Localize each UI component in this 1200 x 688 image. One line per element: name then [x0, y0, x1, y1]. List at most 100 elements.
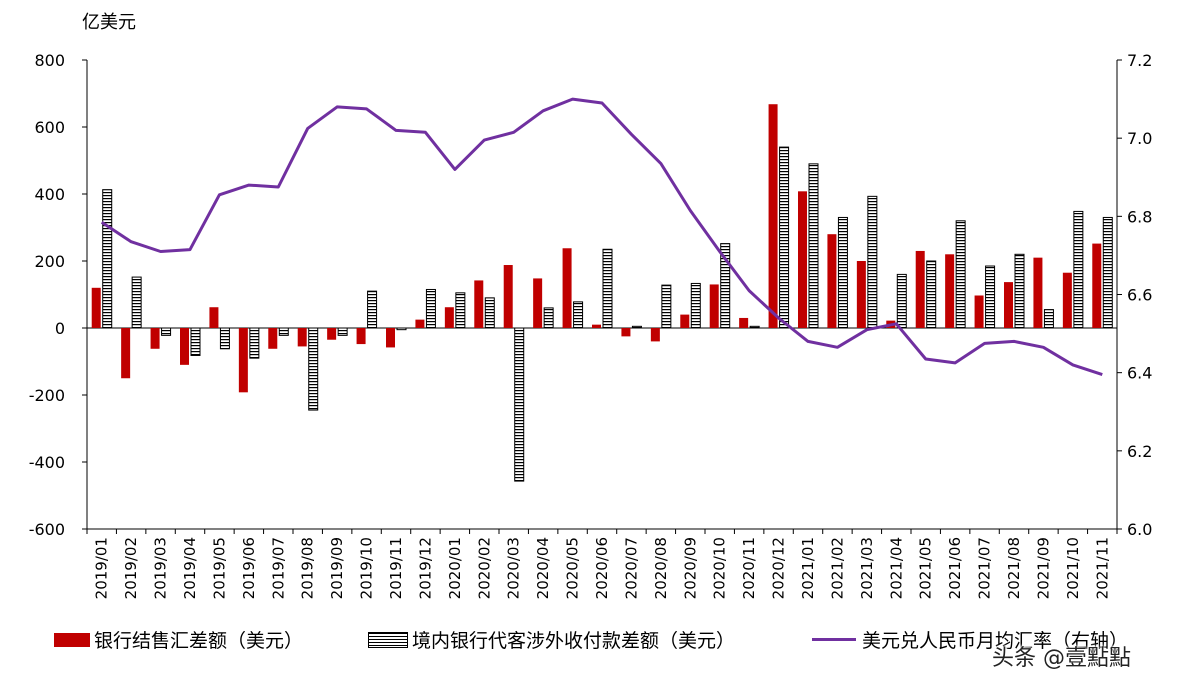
bar-cross-border-receipts-payments-balance [602, 248, 613, 329]
x-axis-tick-label: 2020/12 [770, 537, 788, 599]
x-axis-tick-label: 2021/01 [799, 537, 817, 599]
chart-bars [91, 104, 1113, 482]
left-axis-tick-label: 800 [34, 51, 65, 70]
bar-cross-border-receipts-payments-balance [573, 301, 584, 329]
bar-cross-border-receipts-payments-balance [543, 307, 554, 329]
legend-label-series3: 美元兑人民币月均汇率（右轴） [862, 630, 1129, 652]
x-axis-tick-label: 2019/11 [387, 537, 405, 599]
bar-cross-border-receipts-payments-balance [396, 327, 407, 331]
right-axis-tick-label: 6.6 [1127, 286, 1152, 305]
right-axis-tick-label: 7.0 [1127, 129, 1152, 148]
x-axis-tick-label: 2020/07 [622, 537, 640, 599]
bar-cross-border-receipts-payments-balance [779, 146, 790, 329]
left-axis-tick-label: -200 [29, 386, 65, 405]
x-axis-tick-label: 2020/10 [711, 537, 729, 599]
bar-bank-fx-settlement-balance [709, 284, 719, 328]
legend-swatch-red-bar [54, 632, 90, 647]
chart-line [100, 97, 1103, 377]
bar-cross-border-receipts-payments-balance [896, 273, 907, 329]
bar-cross-border-receipts-payments-balance [1102, 216, 1113, 329]
x-axis-tick-label: 2019/09 [328, 537, 346, 599]
right-axis-tick-label: 6.4 [1127, 364, 1152, 383]
bar-cross-border-receipts-payments-balance [308, 327, 319, 411]
bar-cross-border-receipts-payments-balance [1014, 253, 1025, 329]
legend-label-series1: 银行结售汇差额（美元） [94, 630, 304, 652]
bar-bank-fx-settlement-balance [650, 328, 660, 342]
bar-bank-fx-settlement-balance [1092, 243, 1102, 328]
x-axis-tick-label: 2020/02 [475, 537, 493, 599]
bar-bank-fx-settlement-balance [768, 104, 778, 328]
x-axis-tick-label: 2021/05 [917, 537, 935, 599]
bar-cross-border-receipts-payments-balance [808, 163, 819, 329]
right-axis-tick-label: 7.2 [1127, 51, 1152, 70]
x-axis-tick-label: 2021/02 [828, 537, 846, 599]
bar-cross-border-receipts-payments-balance [484, 297, 495, 329]
bar-bank-fx-settlement-balance [415, 319, 425, 328]
x-axis-tick-label: 2019/03 [152, 537, 170, 599]
bar-bank-fx-settlement-balance [91, 287, 101, 328]
legend-item-series1: 银行结售汇差额（美元） [54, 626, 303, 653]
x-axis-tick-label: 2020/03 [505, 537, 523, 599]
bar-cross-border-receipts-payments-balance [985, 265, 996, 329]
x-axis-tick-label: 2020/05 [564, 537, 582, 599]
bar-cross-border-receipts-payments-balance [926, 260, 937, 329]
bar-bank-fx-settlement-balance [180, 328, 189, 365]
x-axis-tick-label: 2020/08 [652, 537, 670, 599]
chart-tick-labels: -600 -400 -200 0 200 400 600 800 6.0 6.2 6.4 6.6 6.8… [29, 51, 1153, 599]
chart-canvas: -600 -400 -200 0 200 400 600 800 6.0 6.2 6.4 6.6 6.8… [29, 51, 1153, 599]
x-axis-tick-label: 2021/08 [1005, 537, 1023, 599]
bar-cross-border-receipts-payments-balance [749, 325, 760, 329]
legend-label-series2: 境内银行代客涉外收付款差额（美元） [412, 630, 736, 652]
left-axis-tick-label: 200 [34, 252, 65, 271]
x-axis-tick-label: 2020/04 [534, 537, 552, 599]
x-axis-tick-label: 2019/06 [240, 537, 258, 599]
bar-bank-fx-settlement-balance [444, 307, 454, 328]
bar-bank-fx-settlement-balance [621, 328, 631, 337]
bar-cross-border-receipts-payments-balance [1073, 210, 1084, 329]
bar-bank-fx-settlement-balance [562, 248, 572, 328]
bar-bank-fx-settlement-balance [739, 317, 749, 328]
line-usd-cny-monthly-avg-rate [100, 97, 1103, 377]
bar-cross-border-receipts-payments-balance [367, 290, 378, 329]
bar-cross-border-receipts-payments-balance [661, 284, 672, 329]
bar-bank-fx-settlement-balance [945, 254, 955, 328]
bar-bank-fx-settlement-balance [121, 328, 131, 379]
bar-cross-border-receipts-payments-balance [1043, 309, 1054, 329]
bar-bank-fx-settlement-balance [915, 250, 925, 328]
left-axis-tick-label: -400 [29, 453, 65, 472]
bar-cross-border-receipts-payments-balance [278, 327, 289, 336]
bar-cross-border-receipts-payments-balance [837, 216, 848, 329]
bar-cross-border-receipts-payments-balance [337, 327, 348, 336]
bar-bank-fx-settlement-balance [386, 328, 395, 348]
left-axis-tick-label: 0 [55, 319, 65, 338]
bar-cross-border-receipts-payments-balance [190, 327, 201, 356]
bar-cross-border-receipts-payments-balance [161, 327, 172, 336]
x-axis-tick-label: 2020/11 [740, 537, 758, 599]
bar-bank-fx-settlement-balance [827, 234, 837, 328]
bar-bank-fx-settlement-balance [356, 328, 366, 345]
bar-cross-border-receipts-payments-balance [131, 276, 142, 329]
left-axis-tick-label: 600 [34, 118, 65, 137]
legend-swatch-purple-line [812, 638, 856, 641]
chart-axes [82, 59, 1122, 534]
bar-cross-border-receipts-payments-balance [867, 195, 878, 329]
x-axis-tick-label: 2021/07 [976, 537, 994, 599]
bar-cross-border-receipts-payments-balance [690, 282, 701, 329]
bar-bank-fx-settlement-balance [150, 328, 160, 349]
left-axis-tick-label: -600 [29, 520, 65, 539]
bar-cross-border-receipts-payments-balance [102, 189, 113, 329]
y-axis-unit-label: 亿美元 [82, 12, 136, 33]
bar-cross-border-receipts-payments-balance [219, 327, 230, 350]
bar-cross-border-receipts-payments-balance [720, 243, 731, 329]
bar-bank-fx-settlement-balance [856, 261, 866, 328]
x-axis-tick-label: 2021/11 [1093, 537, 1111, 599]
bar-bank-fx-settlement-balance [268, 328, 278, 349]
bar-bank-fx-settlement-balance [297, 328, 307, 347]
x-axis-tick-label: 2019/05 [210, 537, 228, 599]
x-axis-tick-label: 2021/04 [887, 537, 905, 599]
bar-bank-fx-settlement-balance [474, 280, 484, 328]
x-axis-tick-label: 2019/12 [416, 537, 434, 599]
x-axis-tick-label: 2020/09 [681, 537, 699, 599]
x-axis-tick-label: 2019/02 [122, 537, 140, 599]
bar-bank-fx-settlement-balance [1062, 272, 1072, 328]
